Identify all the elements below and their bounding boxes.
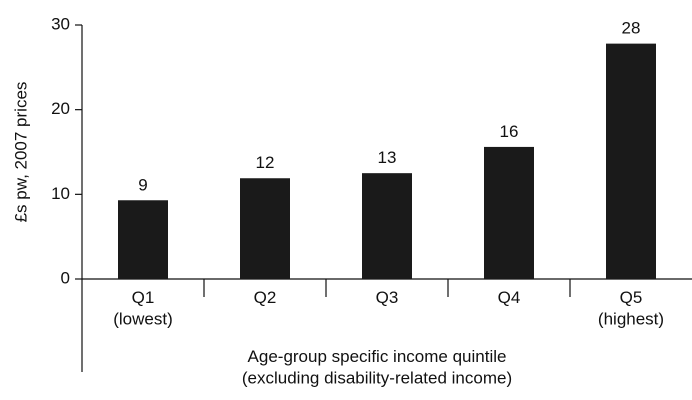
value-label: 13 — [378, 148, 397, 167]
bar — [118, 200, 168, 279]
value-label: 9 — [138, 175, 147, 194]
bar — [484, 146, 534, 279]
x-tick-label: Q4 — [498, 288, 521, 307]
x-tick-label: Q1 (lowest) — [113, 288, 173, 328]
value-label: 12 — [256, 153, 275, 172]
value-label: 28 — [622, 19, 641, 38]
bar — [362, 173, 412, 279]
value-label: 16 — [500, 122, 519, 141]
y-tick-label: 30 — [51, 14, 70, 33]
bar — [240, 178, 290, 279]
y-tick-label: 10 — [51, 184, 70, 203]
bar — [606, 43, 656, 280]
x-tick-label: Q5 (highest) — [598, 288, 664, 328]
y-tick-label: 0 — [61, 268, 70, 287]
y-axis-label: £s pw, 2007 prices — [11, 82, 30, 223]
x-axis-label: Age-group specific income quintile (exclu… — [242, 347, 512, 387]
x-tick-label: Q2 — [254, 288, 277, 307]
y-tick-label: 20 — [51, 99, 70, 118]
x-tick-label: Q3 — [376, 288, 399, 307]
